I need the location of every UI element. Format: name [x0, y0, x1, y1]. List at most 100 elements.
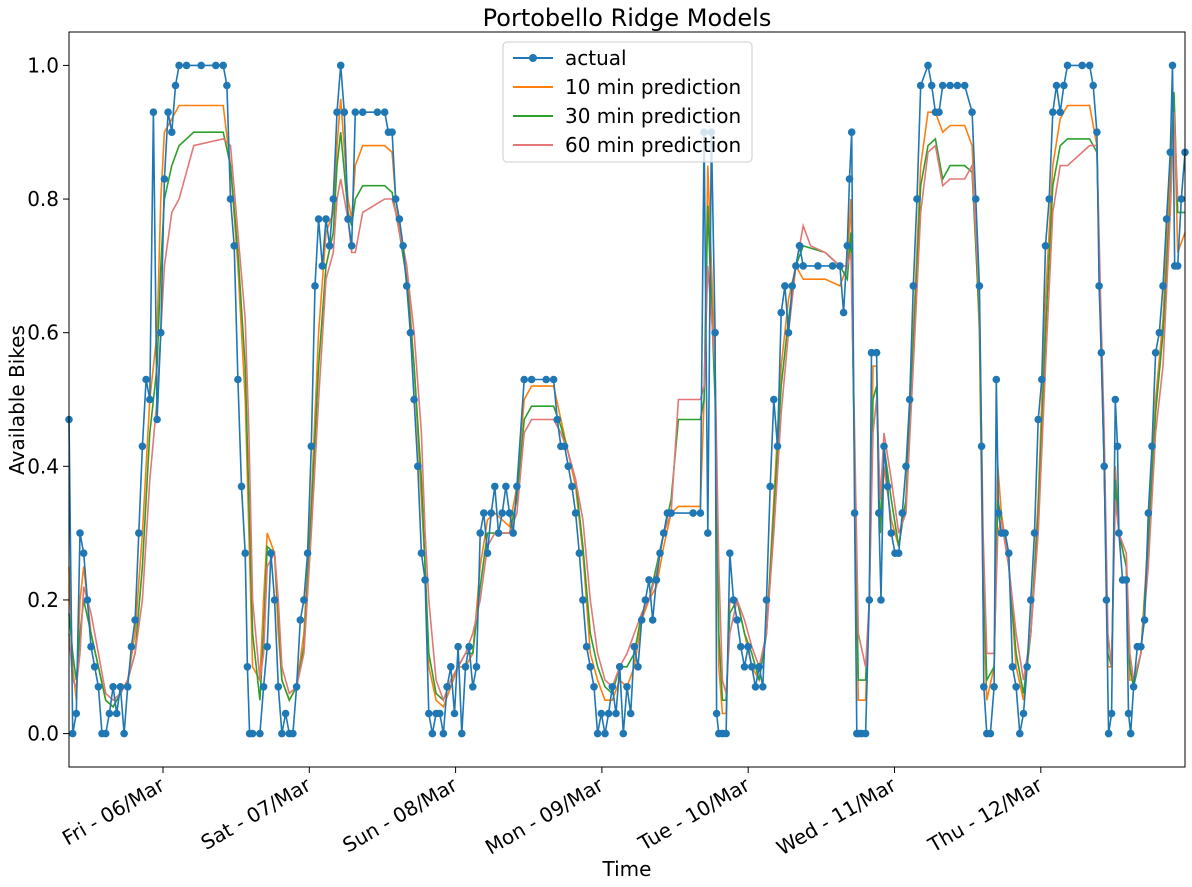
- data-point: [123, 683, 132, 691]
- data-point: [267, 549, 275, 557]
- data-point: [226, 195, 235, 203]
- data-point: [1166, 148, 1175, 157]
- data-point: [1085, 61, 1094, 70]
- data-point: [417, 549, 426, 557]
- data-point: [1001, 529, 1009, 537]
- data-point: [740, 663, 749, 671]
- data-point: [843, 242, 852, 250]
- data-point: [704, 529, 712, 537]
- data-point: [1177, 195, 1186, 203]
- data-point: [894, 549, 903, 557]
- data-point: [977, 442, 986, 451]
- data-point: [792, 262, 800, 270]
- data-point: [164, 108, 172, 116]
- data-point: [68, 729, 77, 738]
- data-point: [76, 529, 84, 537]
- data-point: [443, 683, 451, 691]
- series-line: [68, 112, 1185, 703]
- data-point: [1104, 729, 1113, 738]
- data-point: [476, 529, 485, 537]
- data-point: [450, 709, 459, 718]
- x-tick-label: Tue - 10/Mar: [633, 772, 754, 856]
- series-line: [68, 92, 1185, 709]
- data-point: [1151, 348, 1160, 357]
- legend-item: actual: [513, 46, 627, 70]
- data-point: [986, 729, 995, 738]
- data-point: [784, 328, 793, 337]
- data-point: [112, 709, 121, 718]
- data-point: [795, 242, 804, 250]
- data-point: [149, 108, 158, 116]
- data-point: [1159, 282, 1167, 290]
- data-point: [883, 482, 892, 491]
- data-point: [241, 549, 249, 557]
- data-point: [79, 549, 88, 557]
- plot-frame: [68, 31, 1186, 768]
- data-point: [160, 175, 169, 183]
- data-point: [641, 596, 650, 604]
- x-axis-title: Time: [602, 857, 652, 881]
- data-point: [975, 282, 984, 290]
- series-3: [68, 112, 1185, 703]
- data-point: [520, 375, 528, 384]
- data-point: [344, 215, 352, 223]
- data-point: [1034, 415, 1042, 424]
- data-point: [898, 509, 907, 517]
- data-point: [645, 576, 653, 584]
- data-point: [509, 529, 517, 537]
- data-point: [458, 729, 466, 738]
- data-point: [1052, 81, 1061, 90]
- x-tick-label: Sat - 07/Mar: [197, 772, 316, 854]
- data-point: [333, 108, 341, 116]
- data-point: [759, 683, 767, 691]
- data-point: [234, 375, 242, 384]
- data-point: [340, 108, 349, 116]
- data-point: [729, 596, 738, 604]
- data-point: [402, 282, 411, 290]
- data-point: [648, 616, 657, 624]
- data-point: [568, 482, 576, 491]
- data-point: [828, 262, 837, 270]
- data-point: [318, 262, 327, 270]
- data-point: [1023, 663, 1031, 671]
- data-point: [836, 262, 844, 270]
- data-point: [388, 128, 396, 136]
- data-point: [1030, 529, 1039, 537]
- data-point: [281, 709, 290, 718]
- data-point: [1122, 576, 1131, 584]
- data-point: [770, 395, 778, 404]
- data-point: [909, 282, 918, 290]
- data-point: [924, 61, 932, 70]
- data-point: [1012, 683, 1020, 691]
- data-point: [483, 549, 492, 557]
- data-point: [935, 108, 943, 116]
- data-point: [1155, 328, 1164, 337]
- legend-item: 30 min prediction: [513, 104, 741, 128]
- x-axis-ticks: Fri - 06/Mar Sat - 07/Mar Sun - 08/Mar Mon …: [58, 767, 1047, 860]
- data-point: [1129, 683, 1138, 691]
- data-point: [439, 729, 448, 738]
- chart-title: Portobello Ridge Models: [483, 4, 772, 32]
- data-point: [1016, 729, 1024, 738]
- data-point: [171, 81, 180, 90]
- data-point: [212, 61, 220, 70]
- data-point: [1173, 262, 1182, 270]
- data-point: [553, 415, 562, 424]
- data-point: [182, 61, 191, 70]
- y-tick-label: 0.8: [27, 187, 59, 211]
- data-point: [94, 683, 103, 691]
- data-point: [105, 709, 114, 718]
- data-point: [116, 683, 125, 691]
- data-point: [1168, 61, 1177, 70]
- data-point: [138, 442, 147, 451]
- data-point: [972, 195, 980, 203]
- data-point: [1137, 642, 1145, 651]
- legend-label: 10 min prediction: [565, 75, 741, 99]
- data-point: [351, 108, 360, 116]
- data-point: [601, 729, 609, 738]
- data-point: [197, 61, 205, 70]
- data-point: [637, 616, 646, 624]
- data-point: [259, 683, 268, 691]
- x-tick-label: Wed - 11/Mar: [772, 772, 900, 860]
- data-point: [575, 549, 584, 557]
